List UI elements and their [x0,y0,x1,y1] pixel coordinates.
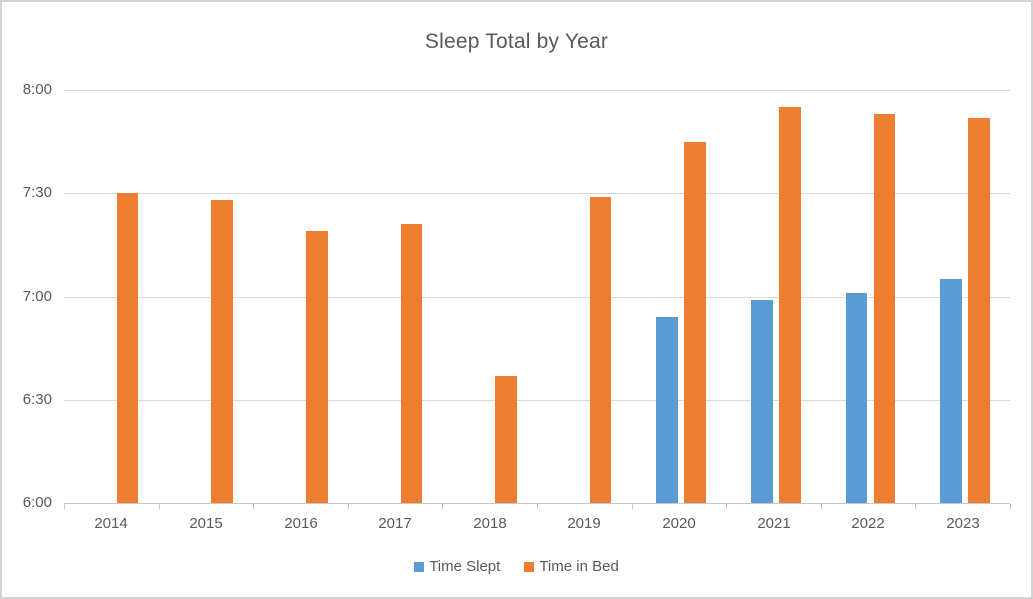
x-axis-tick [348,504,349,509]
gridline [64,297,1010,298]
x-tick-label: 2016 [284,515,318,532]
legend-swatch-time-in-bed [524,561,535,572]
x-axis-tick [442,504,443,509]
y-tick-label: 6:00 [22,494,52,511]
legend-item-time-slept: Time Slept [414,558,500,575]
x-tick-label: 2022 [851,515,885,532]
chart-title: Sleep Total by Year [424,30,609,53]
x-axis-tick [821,504,822,509]
bar-time-slept-2021 [751,299,773,503]
x-axis-tick [915,504,916,509]
legend-label-time-in-bed: Time in Bed [539,558,619,575]
gridline [64,193,1010,194]
bar-time-slept-2022 [845,293,868,503]
x-tick-label: 2021 [757,515,791,532]
bar-time-in-bed-2015 [211,200,233,503]
legend: Time Slept Time in Bed [2,558,1031,575]
x-axis-tick [632,504,633,509]
x-tick-label: 2019 [567,515,601,532]
gridline [64,400,1010,401]
bar-time-in-bed-2023 [968,117,990,503]
bar-time-in-bed-2022 [873,114,896,503]
y-tick-label: 7:00 [22,288,52,305]
legend-label-time-slept: Time Slept [429,558,501,575]
x-axis-tick [159,504,160,509]
y-tick-label: 6:30 [22,391,52,408]
bar-time-in-bed-2020 [684,141,706,503]
bar-time-in-bed-2017 [400,224,423,503]
bar-time-slept-2020 [656,317,678,503]
bar-time-in-bed-2021 [779,107,801,503]
x-axis-line [64,503,1010,504]
x-tick-label: 2017 [378,515,412,532]
x-tick-label: 2023 [946,515,980,532]
legend-swatch-time-slept [414,561,425,572]
x-axis-tick [726,504,727,509]
x-axis-tick [64,504,65,509]
x-axis-tick [537,504,538,509]
bar-time-in-bed-2018 [495,375,517,503]
x-tick-label: 2018 [473,515,507,532]
bar-time-in-bed-2014 [116,193,139,504]
bar-time-in-bed-2019 [589,196,612,503]
gridline [64,90,1010,91]
bar-time-slept-2023 [940,279,962,503]
y-tick-label: 8:00 [22,81,52,98]
x-axis-tick [253,504,254,509]
x-tick-label: 2014 [94,515,128,532]
legend-item-time-in-bed: Time in Bed [524,558,619,575]
y-tick-label: 7:30 [22,184,52,201]
bar-time-in-bed-2016 [306,231,328,503]
x-tick-label: 2015 [189,515,223,532]
x-tick-label: 2020 [662,515,696,532]
x-axis-tick [1010,504,1011,509]
